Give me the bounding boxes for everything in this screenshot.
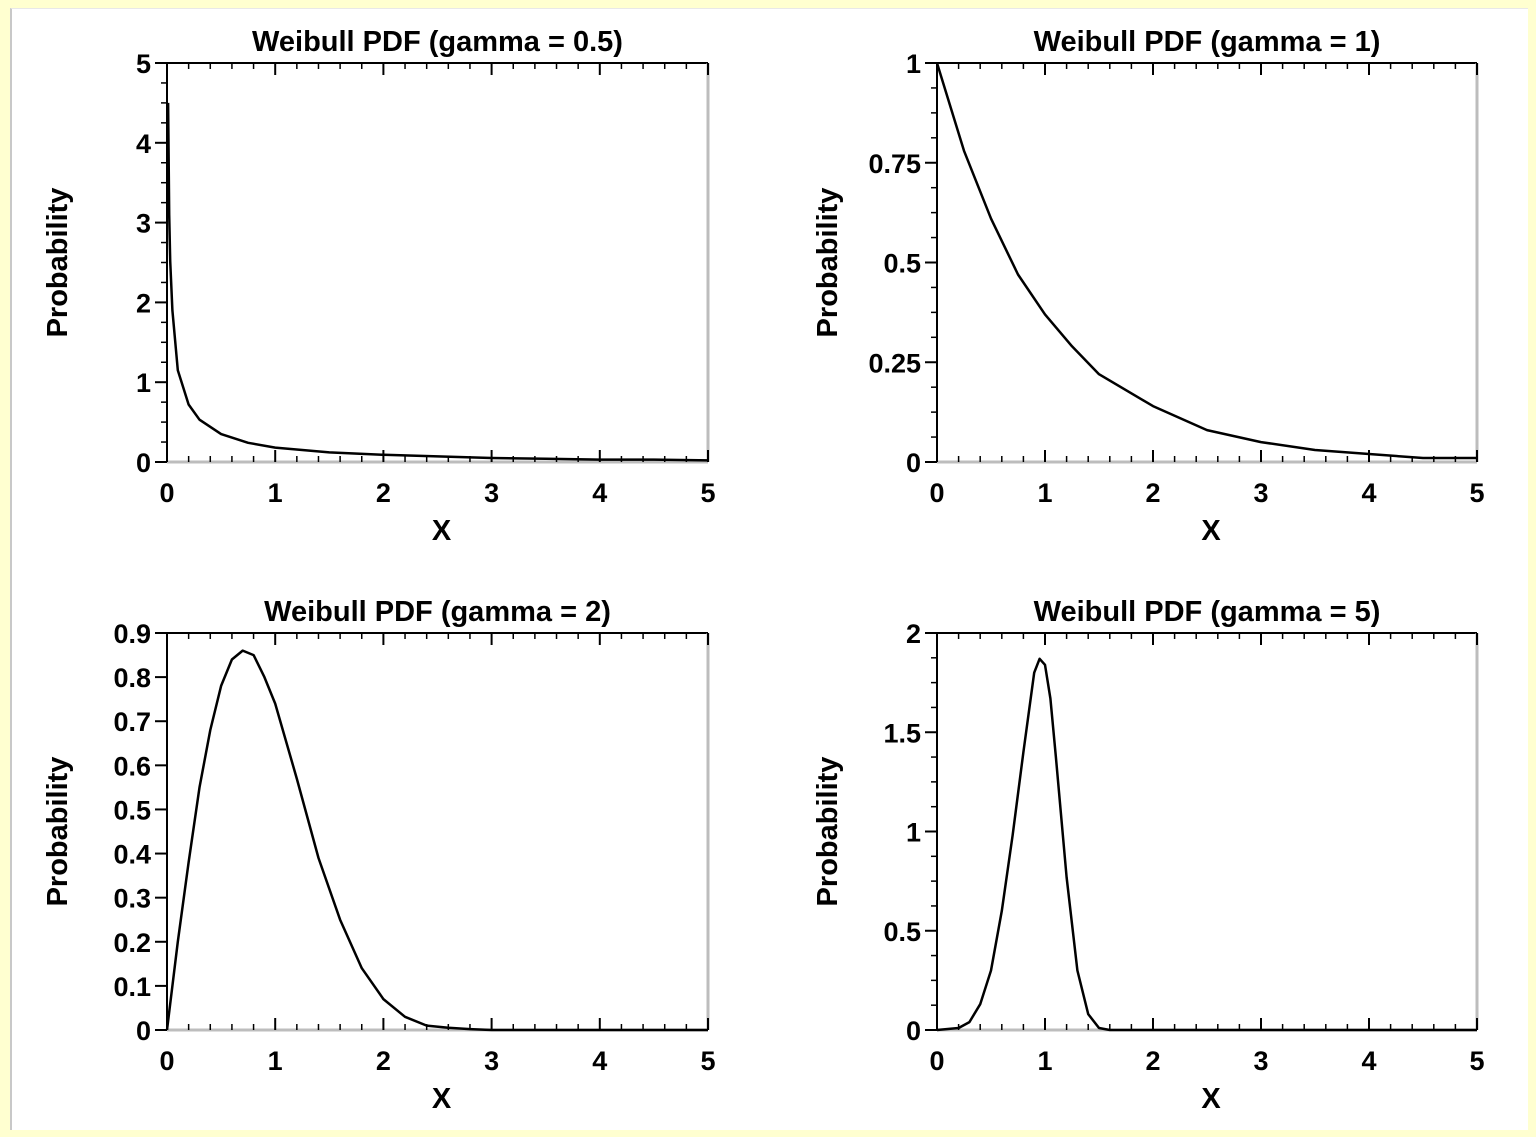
x-tick-label: 1: [268, 478, 283, 508]
y-tick-label: 4: [136, 129, 151, 159]
y-tick-label: 1: [906, 49, 921, 79]
x-tick-label: 0: [159, 1046, 174, 1076]
x-axis-label: X: [1201, 1083, 1221, 1115]
y-tick-label: 3: [136, 209, 151, 239]
x-tick-label: 4: [592, 478, 607, 508]
x-tick-label: 3: [484, 1046, 499, 1076]
y-tick-label: 0.5: [883, 249, 921, 279]
figure-panel: [10, 8, 1528, 1130]
x-tick-label: 2: [376, 1046, 391, 1076]
y-tick-label: 0: [906, 448, 921, 478]
y-tick-label: 0.9: [113, 619, 151, 649]
chart-title: Weibull PDF (gamma = 5): [1034, 596, 1381, 628]
x-tick-label: 4: [1361, 1046, 1376, 1076]
x-tick-label: 0: [929, 1046, 944, 1076]
y-tick-label: 0.4: [113, 840, 151, 870]
series-line-1: [935, 62, 1477, 460]
series-line-1: [165, 649, 708, 1032]
x-axis-label: X: [432, 1083, 452, 1115]
chart-1: Weibull PDF (gamma = 0.5) 0 1 2 3 4 5 0 1 2 3 4 5 X Pr…: [42, 26, 716, 547]
y-tick-label: 0.5: [883, 917, 921, 947]
chart-title: Weibull PDF (gamma = 1): [1034, 26, 1381, 58]
series-line-1: [166, 102, 709, 462]
x-tick-label: 5: [700, 1046, 715, 1076]
x-tick-label: 5: [700, 478, 715, 508]
x-tick-label: 0: [929, 478, 944, 508]
series-line-1: [936, 657, 1477, 1032]
x-tick-label: 0: [159, 478, 174, 508]
chart-title: Weibull PDF (gamma = 0.5): [252, 26, 623, 58]
x-axis-label: X: [1201, 515, 1221, 547]
x-tick-label: 1: [268, 1046, 283, 1076]
y-axis-label: Probability: [812, 188, 844, 338]
x-tick-label: 2: [1145, 478, 1160, 508]
y-tick-label: 0.75: [868, 149, 921, 179]
x-tick-label: 5: [1469, 1046, 1484, 1076]
y-tick-label: 0.2: [113, 928, 151, 958]
x-tick-label: 1: [1037, 1046, 1052, 1076]
x-tick-label: 4: [1361, 478, 1376, 508]
y-tick-label: 2: [906, 619, 921, 649]
x-tick-label: 2: [376, 478, 391, 508]
chart-4: Weibull PDF (gamma = 5) 0 1 2 3 4 5 0 0.5 1 1.5 2 X P…: [812, 596, 1485, 1115]
y-tick-label: 1.5: [883, 718, 921, 748]
x-tick-label: 3: [1253, 478, 1268, 508]
chart-2: Weibull PDF (gamma = 1) 0 1 2 3 4 5 0 0.25 0.5 0.7…: [812, 26, 1485, 547]
x-tick-label: 3: [1253, 1046, 1268, 1076]
x-tick-label: 4: [592, 1046, 607, 1076]
x-tick-label: 2: [1145, 1046, 1160, 1076]
y-tick-label: 0.25: [868, 348, 921, 378]
y-tick-label: 0.8: [113, 663, 151, 693]
y-axis-label: Probability: [42, 757, 74, 907]
y-tick-label: 0.7: [113, 707, 151, 737]
chart-3: Weibull PDF (gamma = 2) 0 1 2 3 4 5 0 0.1 0.2 0.3 0…: [42, 596, 716, 1115]
y-tick-label: 0.3: [113, 884, 151, 914]
y-tick-label: 0.6: [113, 751, 151, 781]
x-tick-label: 1: [1037, 478, 1052, 508]
y-tick-label: 5: [136, 49, 151, 79]
x-tick-label: 3: [484, 478, 499, 508]
y-tick-label: 0.5: [113, 795, 151, 825]
y-tick-label: 0: [136, 1016, 151, 1046]
y-axis-label: Probability: [42, 188, 74, 338]
x-axis-label: X: [432, 515, 452, 547]
y-axis-label: Probability: [812, 757, 844, 907]
chart-title: Weibull PDF (gamma = 2): [264, 596, 611, 628]
y-tick-label: 1: [906, 818, 921, 848]
y-tick-label: 1: [136, 368, 151, 398]
y-tick-label: 0: [906, 1016, 921, 1046]
x-tick-label: 5: [1469, 478, 1484, 508]
y-tick-label: 0.1: [113, 972, 151, 1002]
y-tick-label: 2: [136, 288, 151, 318]
y-tick-label: 0: [136, 448, 151, 478]
